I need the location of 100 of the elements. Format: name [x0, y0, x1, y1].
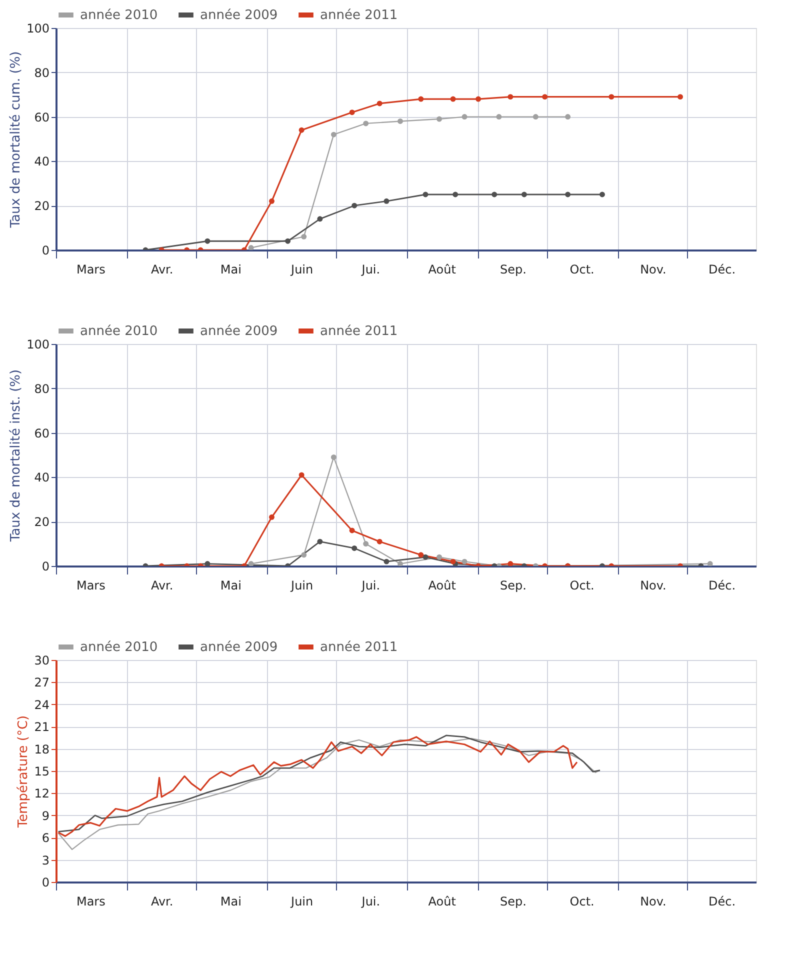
legend-label: année 2009 [200, 324, 278, 339]
point [436, 116, 442, 122]
point [301, 552, 307, 558]
point [707, 561, 713, 566]
point [565, 114, 571, 120]
point [678, 94, 683, 100]
y-tick-label: 100 [26, 22, 50, 36]
point [376, 100, 382, 106]
point [508, 94, 514, 100]
y-tick-label: 24 [34, 698, 50, 712]
x-tick-label: Juin [290, 262, 314, 276]
y-axis-title: Taux de mortalité inst. (%) [8, 369, 24, 543]
point [204, 561, 210, 566]
x-tick-label: Août [428, 578, 456, 592]
y-tick-label: 6 [42, 831, 50, 846]
line-series [58, 738, 601, 850]
point [376, 538, 382, 544]
y-tick-label: 0 [42, 876, 50, 890]
point [363, 541, 369, 547]
point [450, 558, 456, 564]
legend-label: année 2009 [200, 640, 278, 655]
point [452, 192, 458, 198]
point [352, 546, 358, 551]
point [422, 192, 428, 198]
x-tick-label: Mars [76, 578, 106, 592]
point [508, 561, 514, 566]
y-axis-title: Température (°C) [16, 715, 32, 829]
y-tick-label: 20 [34, 199, 50, 214]
x-tick-label: Jui. [360, 262, 380, 276]
y-tick-label: 21 [34, 720, 50, 734]
x-tick-label: Mai [220, 578, 242, 592]
legend-label: année 2009 [200, 8, 278, 23]
point [330, 454, 336, 460]
point [330, 132, 336, 138]
x-tick-label: Déc. [708, 894, 736, 908]
y-tick-label: 40 [34, 154, 50, 169]
point [398, 118, 403, 124]
y-tick-label: 9 [42, 808, 50, 823]
point [349, 110, 355, 116]
x-tick-label: Août [428, 262, 456, 276]
x-tick-label: Mars [76, 894, 106, 908]
point [398, 561, 403, 566]
y-tick-label: 60 [34, 110, 50, 124]
point [204, 238, 210, 244]
point [462, 114, 468, 120]
x-tick-label: Sep. [500, 894, 526, 908]
y-tick-label: 0 [42, 560, 50, 574]
y-axis-title: Taux de mortalité cum. (%) [8, 51, 24, 229]
x-tick-label: Oct. [570, 262, 594, 276]
y-tick-label: 20 [34, 515, 50, 530]
y-tick-label: 18 [34, 742, 50, 756]
point [384, 198, 390, 204]
point [384, 558, 390, 564]
x-tick-label: Déc. [708, 262, 736, 276]
point [422, 554, 428, 560]
x-tick-label: Mai [220, 262, 242, 276]
x-tick-label: Avr. [150, 262, 174, 276]
x-tick-label: Oct. [570, 894, 594, 908]
point [565, 192, 571, 198]
legend-label: année 2011 [320, 640, 398, 655]
point [532, 114, 538, 120]
y-tick-label: 100 [26, 338, 50, 352]
x-tick-label: Mai [220, 894, 242, 908]
x-tick-label: Oct. [570, 578, 594, 592]
y-tick-label: 0 [42, 244, 50, 258]
legend-label: année 2010 [80, 8, 158, 23]
point [285, 238, 291, 244]
point [269, 198, 274, 204]
point [248, 245, 254, 250]
point [599, 192, 605, 198]
x-tick-label: Nov. [640, 894, 666, 908]
point [363, 120, 369, 126]
x-tick-label: Sep. [500, 262, 526, 276]
y-tick-label: 40 [34, 470, 50, 485]
x-tick-label: Avr. [150, 578, 174, 592]
point [450, 96, 456, 102]
point [248, 561, 254, 566]
x-tick-label: Avr. [150, 894, 174, 908]
x-tick-label: Jui. [360, 894, 380, 908]
point [418, 96, 424, 102]
y-tick-label: 30 [34, 654, 50, 668]
point [436, 554, 442, 560]
point [301, 234, 307, 240]
y-tick-label: 15 [34, 764, 50, 778]
x-tick-label: Nov. [640, 578, 666, 592]
x-tick-label: Juin [290, 894, 314, 908]
point [496, 114, 502, 120]
point [317, 538, 323, 544]
point [352, 202, 358, 208]
point [349, 528, 355, 534]
point [476, 96, 482, 102]
x-tick-label: Juin [290, 578, 314, 592]
point [608, 94, 614, 100]
y-tick-label: 27 [34, 676, 50, 690]
point [317, 216, 323, 222]
y-tick-label: 12 [34, 786, 50, 801]
y-tick-label: 80 [34, 66, 50, 80]
x-tick-label: Sep. [500, 578, 526, 592]
x-tick-label: Jui. [360, 578, 380, 592]
x-tick-label: Déc. [708, 578, 736, 592]
